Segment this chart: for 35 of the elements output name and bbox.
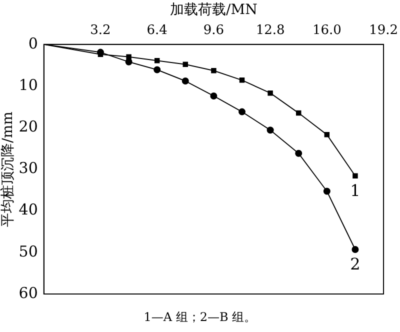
y-tick-label: 40 [18,200,38,219]
y-tick-label: 50 [18,242,38,260]
y-tick-label: 10 [18,76,38,94]
point [352,246,359,253]
point [210,92,218,100]
y-axis-title: 平均桩顶沉降/mm [0,112,16,227]
text: 1—A 组；2—B 组。 [142,309,258,326]
x-tick-label: 9.6 [203,22,224,38]
x-tick-label: 19.2 [369,22,398,38]
series-label: 1 [350,181,360,200]
point [268,90,273,96]
point [352,173,358,178]
point [238,108,246,116]
x-tick-label: 6.4 [146,22,168,38]
series-label: 2 [350,254,360,274]
y-tick-label: 30 [18,159,38,178]
point [211,68,216,74]
x-tick-label: 12.8 [256,22,285,38]
x-axis-title: 加载荷载/MN [170,2,258,18]
y-tick-label: 20 [18,117,38,136]
y-tick-label: 60 [18,284,38,302]
point [324,132,330,138]
point [239,78,245,83]
point [295,150,302,157]
point [154,66,161,74]
y-tick-label: 0 [28,34,38,52]
x-tick-label: 16.0 [312,22,342,38]
point [182,78,189,85]
point [296,110,302,116]
point [154,58,160,64]
point [182,62,188,67]
point [126,54,132,60]
x-tick-label: 3.2 [90,22,111,38]
point [266,126,274,134]
point [323,188,330,195]
